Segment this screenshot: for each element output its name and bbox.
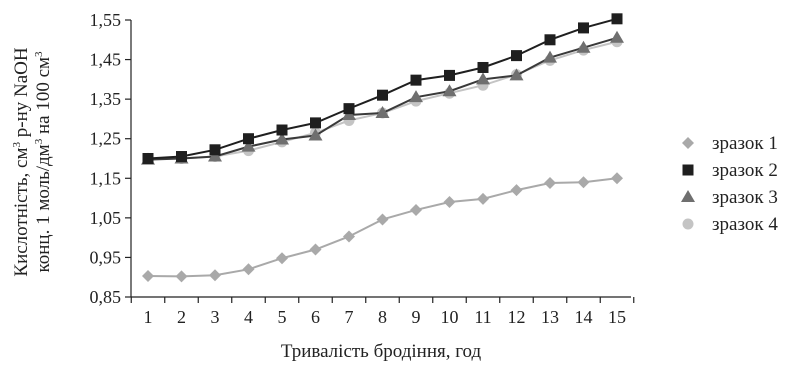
svg-text:Кислотність, см3 р-ну NaOH: Кислотність, см3 р-ну NaOH	[11, 47, 32, 276]
y-axis-title-line1-sup: 3	[11, 141, 23, 147]
data-point	[208, 149, 222, 162]
data-point	[275, 132, 289, 145]
data-point	[509, 68, 524, 81]
data-point	[176, 151, 187, 163]
x-tick-label: 13	[541, 307, 559, 327]
data-point	[444, 69, 455, 81]
data-point	[276, 124, 288, 136]
legend-label: зразок 3	[712, 187, 778, 208]
y-axis-title-line2-a: конц. 1 моль/дм	[33, 144, 54, 272]
y-tick-label: 1,35	[90, 89, 122, 109]
y-tick-label: 1,25	[90, 129, 122, 149]
y-axis-title-line2-sup2: 3	[33, 51, 45, 57]
x-tick-label: 5	[278, 307, 287, 327]
x-tick-label: 1	[144, 307, 153, 327]
data-point	[175, 270, 188, 283]
series-3	[141, 30, 624, 165]
data-point	[544, 34, 556, 46]
legend-item: зразок 1	[682, 133, 778, 154]
y-axis-title-line1-b: р-ну NaOH	[11, 47, 32, 142]
x-tick-label: 4	[244, 307, 253, 327]
y-tick-label: 0,95	[90, 247, 122, 267]
data-point	[577, 176, 590, 189]
legend: зразок 1 зразок 2 зразок 3 зразок 4	[681, 133, 778, 235]
data-point	[276, 252, 288, 265]
y-tick-label: 1,45	[90, 50, 122, 70]
y-tick-label: 1,55	[90, 10, 122, 30]
series-2	[142, 13, 623, 164]
x-tick-label: 9	[412, 307, 421, 327]
data-point	[611, 172, 623, 185]
data-point	[243, 133, 254, 145]
data-point	[511, 50, 522, 62]
data-point	[343, 103, 355, 115]
y-tick-label: 1,05	[90, 208, 122, 228]
legend-marker	[682, 218, 694, 230]
legend-marker	[682, 137, 694, 149]
data-point	[375, 105, 390, 118]
x-tick-label: 11	[474, 307, 491, 327]
legend-item: зразок 3	[681, 187, 778, 208]
data-point	[544, 177, 556, 190]
y-axis-title-line2: конц. 1 моль/дм3 на 100 см3	[33, 51, 54, 273]
data-point	[377, 89, 388, 101]
x-tick-label: 7	[345, 307, 354, 327]
y-axis-title: Кислотність, см3 р-ну NaOH	[11, 47, 32, 276]
data-point	[343, 230, 355, 243]
data-point	[610, 30, 624, 43]
x-tick-label: 8	[378, 307, 387, 327]
y-tick-label: 1,15	[90, 168, 122, 188]
legend-item: зразок 2	[682, 160, 778, 181]
x-tick-label: 15	[608, 307, 626, 327]
x-tick-label: 12	[508, 307, 526, 327]
data-point	[242, 263, 255, 276]
y-axis-title-line1-a: Кислотність, см	[11, 147, 32, 276]
legend-label: зразок 4	[712, 214, 778, 235]
x-tick-label: 10	[441, 307, 459, 327]
data-point	[376, 213, 389, 226]
data-point	[308, 128, 323, 141]
x-tick-label: 14	[575, 307, 593, 327]
data-point	[476, 72, 490, 85]
data-point	[309, 243, 322, 256]
data-point	[209, 269, 221, 282]
data-point	[543, 50, 557, 63]
data-point	[477, 61, 489, 73]
data-point	[442, 84, 457, 97]
svg-text:конц. 1 моль/дм3 на 100 см3: конц. 1 моль/дм3 на 100 см3	[33, 51, 54, 273]
data-point	[209, 144, 221, 156]
legend-item: зразок 4	[682, 214, 778, 235]
y-axis-title-line2-sup1: 3	[33, 138, 45, 144]
data-point	[611, 13, 623, 25]
data-point	[241, 139, 256, 152]
series-group	[141, 13, 624, 283]
series-line	[147, 177, 618, 278]
data-point	[409, 90, 423, 103]
legend-label: зразок 2	[712, 160, 778, 181]
series-1	[142, 172, 623, 283]
data-point	[477, 192, 489, 205]
x-tick-label: 6	[311, 307, 320, 327]
legend-label: зразок 1	[712, 133, 778, 154]
data-point	[510, 184, 523, 197]
x-tick-label: 2	[177, 307, 186, 327]
data-point	[410, 74, 422, 86]
data-point	[310, 117, 321, 129]
x-tick-label: 3	[211, 307, 220, 327]
data-point	[576, 40, 591, 53]
data-point	[443, 196, 456, 209]
data-point	[142, 153, 154, 164]
data-point	[410, 203, 422, 216]
y-tick-label: 0,85	[90, 287, 122, 307]
legend-marker	[682, 164, 694, 176]
data-point	[578, 22, 589, 34]
legend-marker	[681, 190, 695, 202]
data-point	[142, 270, 154, 283]
y-axis-title-line2-b: на 100 см	[33, 57, 54, 139]
x-axis-title: Тривалість бродіння, год	[281, 341, 482, 362]
